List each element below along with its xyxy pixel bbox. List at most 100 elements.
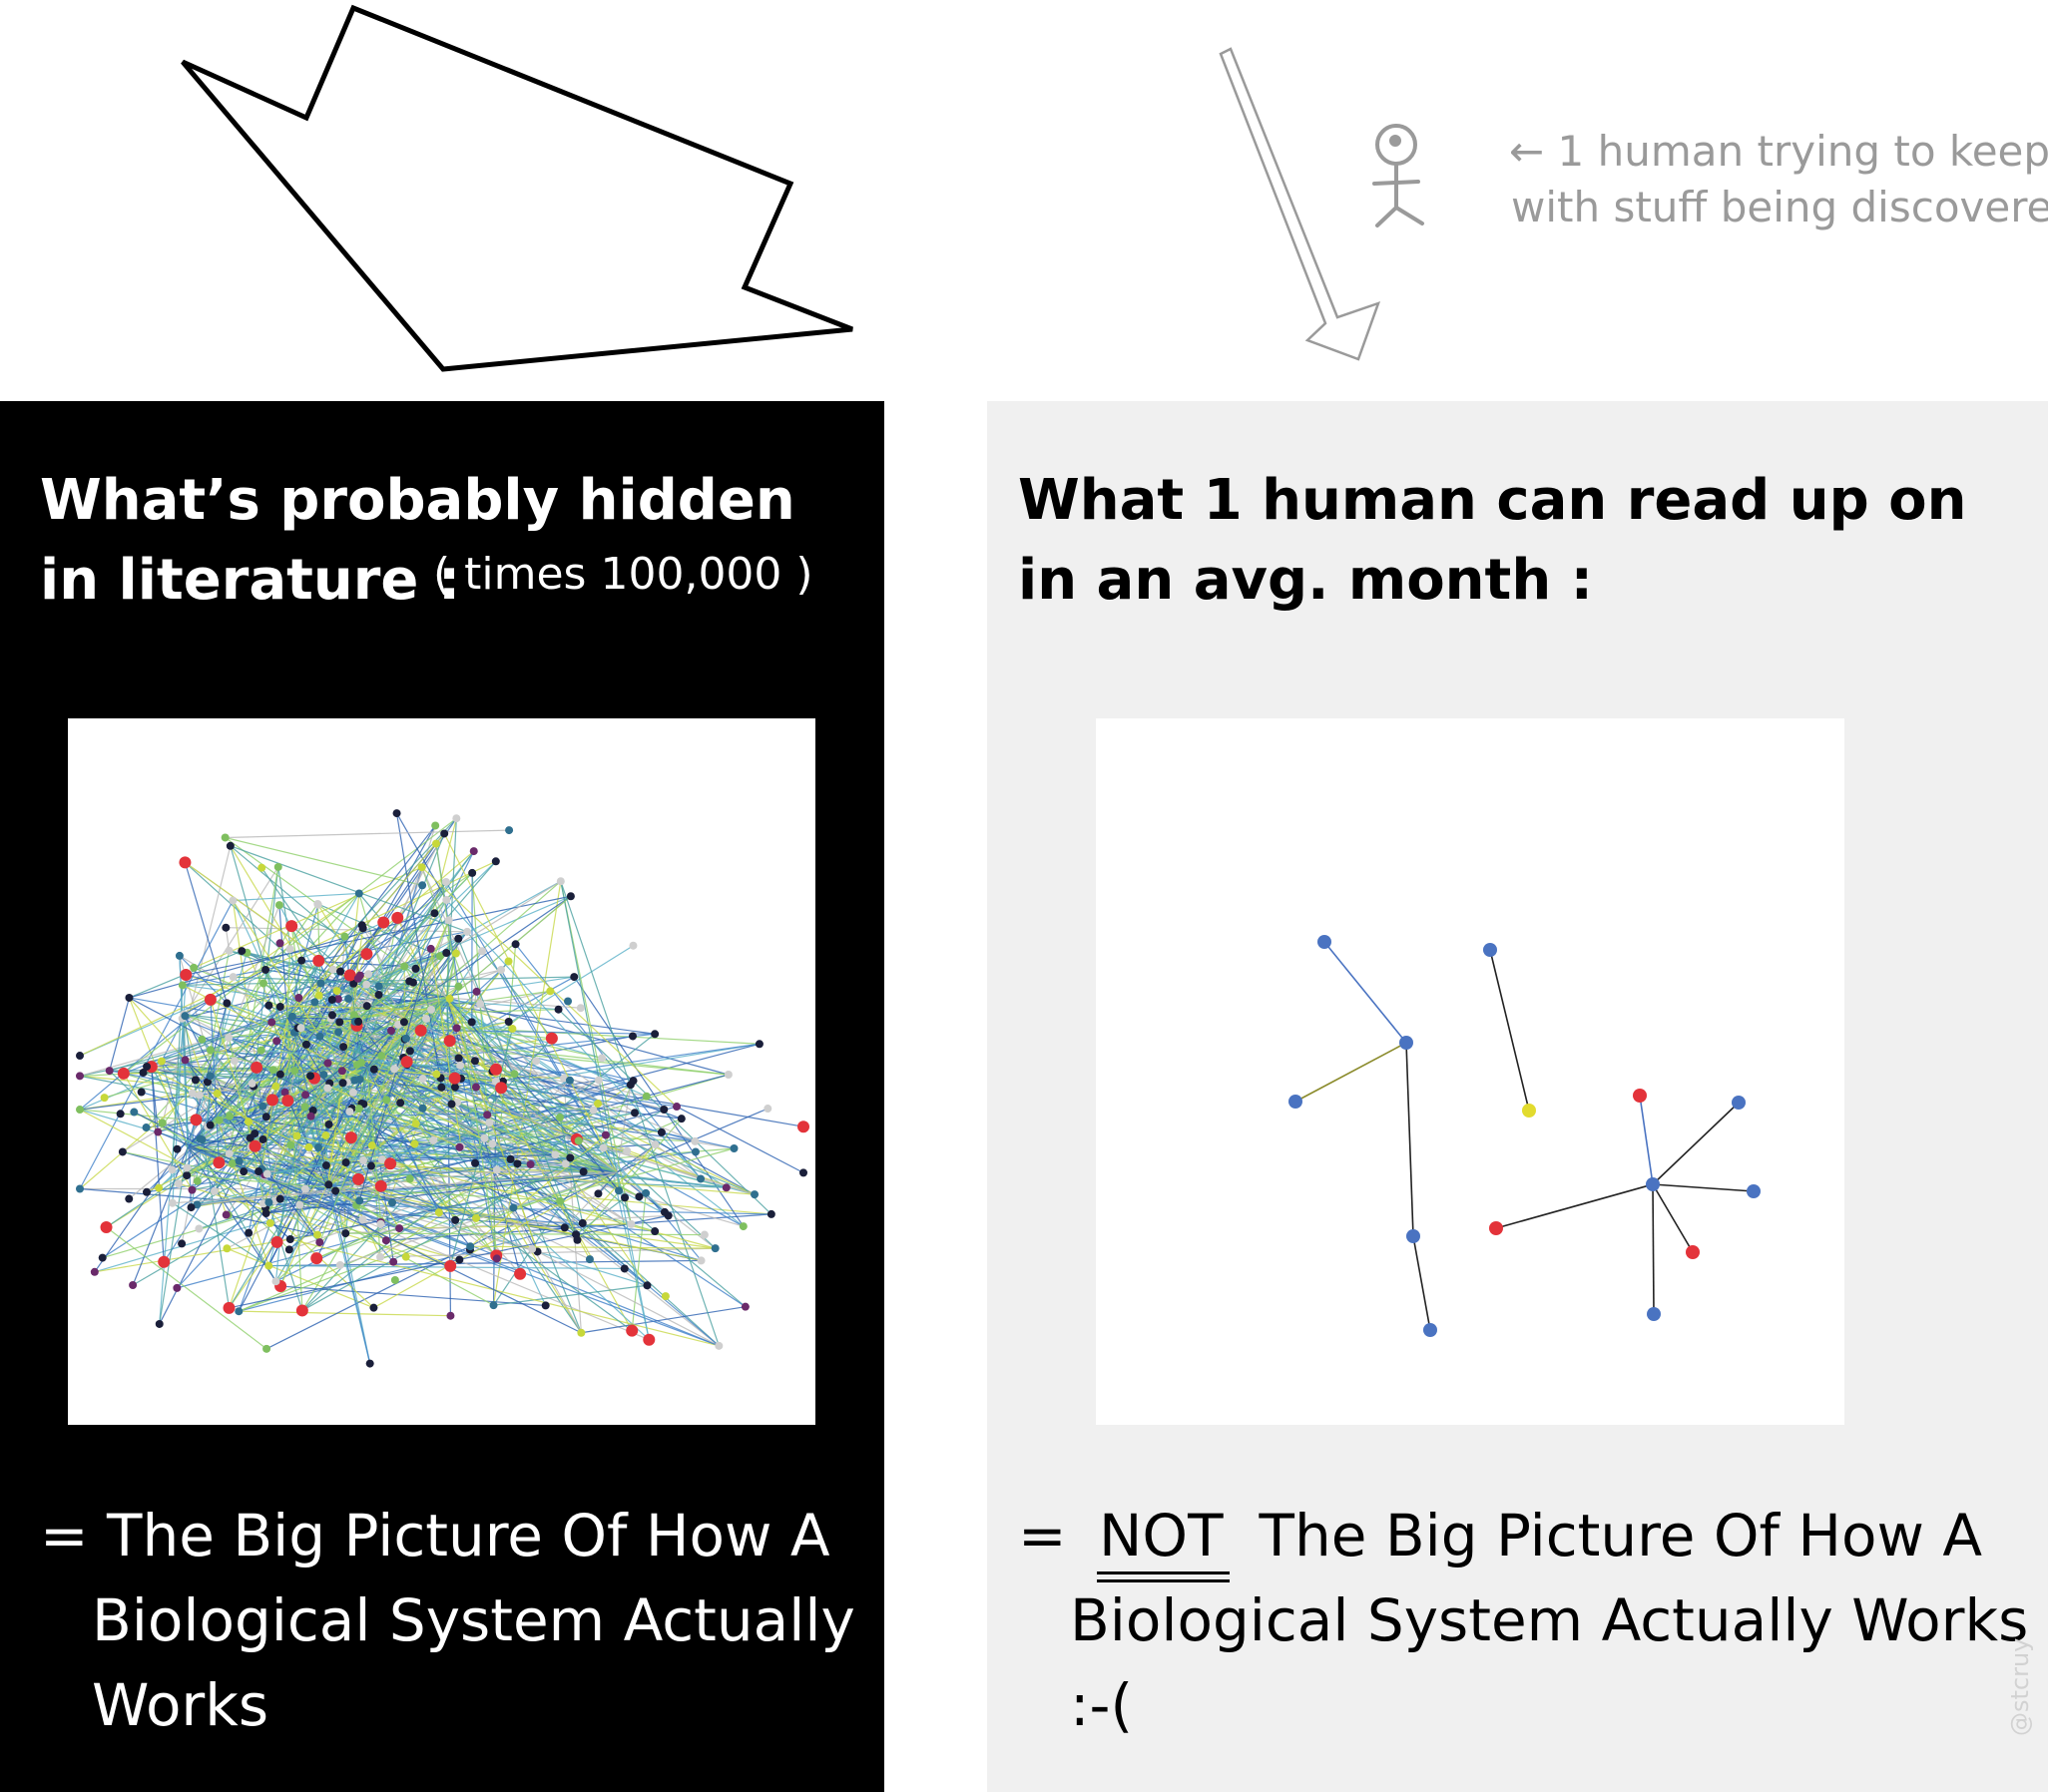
network-node	[287, 1012, 296, 1021]
network-node	[355, 1075, 364, 1084]
network-node	[295, 1304, 308, 1317]
network-node	[206, 1072, 215, 1081]
network-node	[306, 1112, 315, 1120]
network-node	[489, 1301, 498, 1310]
network-edge	[569, 1080, 702, 1179]
network-edge	[197, 1170, 259, 1205]
network-node	[221, 833, 230, 842]
multiplier-note: ( times 100,000 )	[433, 549, 813, 600]
network-node	[471, 1083, 480, 1092]
network-node	[441, 877, 450, 886]
network-node	[396, 1099, 405, 1108]
network-node	[314, 991, 323, 1000]
network-node	[306, 1072, 315, 1081]
network-node	[359, 1156, 368, 1165]
big-arrow-shape	[181, 4, 853, 372]
network-edge	[1652, 1183, 1755, 1192]
network-node	[190, 1114, 203, 1126]
network-node	[480, 1133, 489, 1142]
network-node	[642, 1188, 651, 1197]
network-edge	[359, 884, 423, 976]
network-edge	[356, 997, 448, 1027]
network-node	[222, 923, 231, 932]
network-node	[158, 1119, 167, 1127]
network-node	[223, 999, 232, 1008]
network-node	[223, 1301, 236, 1314]
network-edge	[192, 960, 302, 1094]
network-edge	[326, 1057, 404, 1188]
network-edge	[443, 833, 618, 1173]
network-node	[290, 1067, 299, 1076]
network-node	[660, 1105, 669, 1114]
network-edge	[560, 881, 618, 1173]
network-edge	[268, 1005, 432, 1011]
network-node	[443, 1035, 456, 1048]
network-node	[358, 1215, 367, 1224]
network-node	[673, 1103, 682, 1112]
network-node	[191, 1076, 200, 1085]
network-node	[181, 1056, 190, 1065]
network-node	[310, 1252, 323, 1265]
network-node	[230, 1057, 239, 1066]
network-edge	[484, 1074, 730, 1139]
network-node	[476, 1000, 485, 1009]
stick-figure-icon	[1372, 124, 1424, 227]
network-edge	[293, 1032, 371, 1364]
network-edge	[250, 1030, 392, 1139]
network-node	[331, 1186, 340, 1195]
network-node	[401, 1034, 410, 1043]
network-edge	[280, 1285, 546, 1307]
network-node	[566, 892, 575, 901]
network-node	[444, 1259, 457, 1272]
network-node	[434, 1208, 443, 1217]
conclusion-line: = NOT The Big Picture Of How A	[1018, 1494, 2028, 1582]
network-edge	[1652, 1102, 1740, 1185]
network-node	[594, 1100, 603, 1109]
network-node	[261, 965, 270, 974]
network-edge	[187, 1069, 497, 1148]
network-node	[426, 944, 435, 953]
network-node	[226, 841, 235, 850]
network-node	[349, 1011, 358, 1020]
network-node	[456, 1061, 465, 1070]
network-edge	[359, 1079, 682, 1120]
network-edge	[219, 1110, 594, 1121]
network-node	[143, 1062, 152, 1071]
network-edge	[358, 948, 432, 1201]
network-node	[365, 1359, 374, 1368]
network-edge	[530, 1163, 747, 1308]
network-node	[657, 1127, 666, 1136]
network-edge	[1652, 1183, 1694, 1253]
network-node	[319, 1071, 328, 1080]
network-node	[265, 1094, 278, 1107]
network-node	[117, 1067, 130, 1080]
network-edge	[226, 927, 468, 933]
network-node	[711, 1244, 720, 1253]
network-node	[417, 863, 426, 872]
network-node	[630, 1109, 639, 1118]
network-node	[294, 994, 303, 1003]
network-node	[490, 1063, 503, 1076]
network-node	[767, 1209, 775, 1218]
network-edge	[260, 1017, 288, 1169]
network-edge	[172, 1202, 269, 1267]
network-edge	[399, 1223, 632, 1229]
network-node	[1483, 943, 1497, 957]
network-node	[225, 1149, 234, 1158]
network-node	[275, 1070, 284, 1079]
literature-heading: What’s probably hidden in literature :	[40, 461, 795, 621]
network-edge	[446, 997, 670, 1216]
network-edge	[79, 860, 497, 1057]
network-node	[577, 1328, 586, 1337]
network-node	[187, 1203, 196, 1212]
network-edge	[366, 1067, 735, 1149]
network-edge	[162, 1121, 471, 1247]
network-node	[445, 994, 454, 1003]
network-node	[154, 1127, 163, 1136]
network-node	[697, 1256, 706, 1265]
network-edge	[187, 1132, 256, 1148]
network-nodes	[76, 809, 809, 1368]
network-node	[628, 1032, 637, 1041]
network-node	[198, 1035, 207, 1044]
network-node	[427, 1005, 436, 1014]
